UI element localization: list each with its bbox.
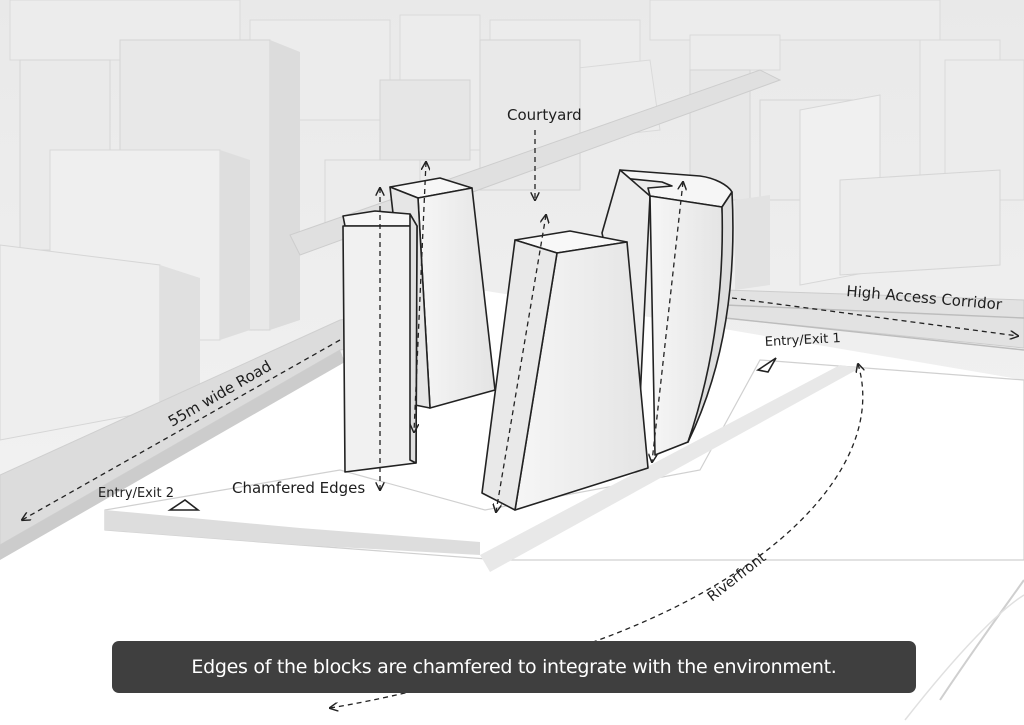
- label-chamfered-edges: Chamfered Edges: [232, 479, 365, 497]
- context-buildings-back: [9, 0, 1024, 201]
- riverfront-arrow: [330, 364, 863, 708]
- river-edge: [939, 579, 1024, 701]
- entry-exit-2-marker: [167, 499, 201, 511]
- caption-bar: Edges of the blocks are chamfered to int…: [112, 641, 916, 693]
- road-arrow: [22, 339, 341, 520]
- label-entry-exit-2: Entry/Exit 2: [98, 486, 174, 501]
- label-entry-exit-1: Entry/Exit 1: [764, 331, 841, 350]
- context-buildings-mid: [19, 39, 1001, 341]
- annotation-lines: [22, 130, 1018, 708]
- corridor-arrow: [731, 297, 1018, 336]
- caption-text: Edges of the blocks are chamfered to int…: [191, 656, 837, 678]
- entry-exit-1-marker: [755, 357, 777, 373]
- label-courtyard: Courtyard: [507, 106, 582, 124]
